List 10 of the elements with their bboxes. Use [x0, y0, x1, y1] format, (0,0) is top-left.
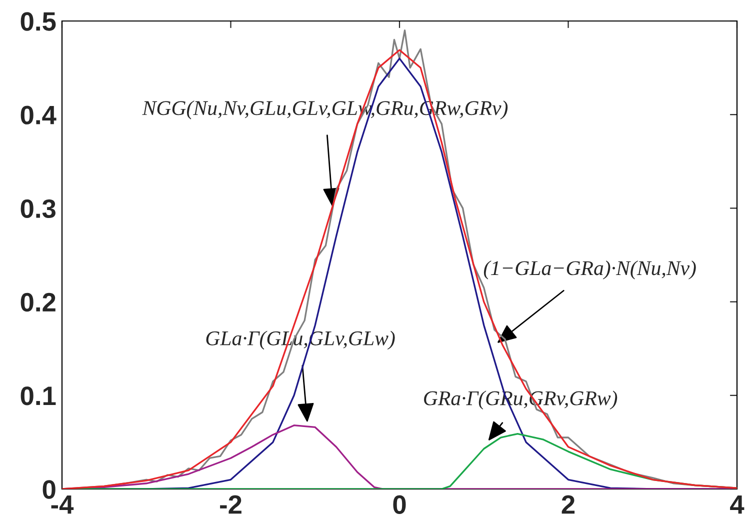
y-tick-label: 0.1: [20, 386, 56, 406]
x-tick-label: 4: [730, 496, 744, 514]
y-tick-label: 0.4: [20, 106, 56, 124]
y-tick-label: 0.5: [20, 12, 56, 31]
y-tick-label: 0.3: [20, 199, 56, 218]
annotation: (1−GLa−GRa)·N(Nu,Nv): [484, 260, 696, 280]
x-tick-label: 2: [562, 495, 575, 514]
x-tick-label: -2: [220, 495, 242, 514]
y-tick-label: 0.2: [20, 292, 56, 312]
x-tick-label: 0: [393, 495, 406, 514]
